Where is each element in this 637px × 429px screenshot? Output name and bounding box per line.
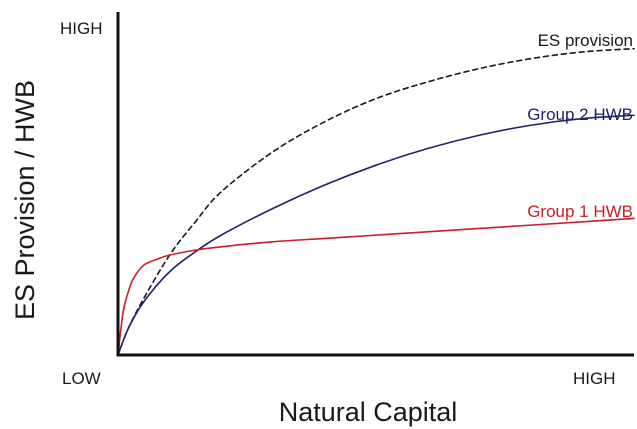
y-axis-title: ES Provision / HWB	[10, 80, 40, 320]
x-tick-high: HIGH	[573, 369, 616, 388]
x-tick-low: LOW	[62, 369, 101, 388]
y-tick-high: HIGH	[60, 19, 103, 38]
series-label-es-provision: ES provision	[538, 31, 633, 50]
series-line-group-1-hwb	[117, 217, 635, 356]
series-line-group-2-hwb	[117, 114, 635, 356]
series-line-es-provision	[117, 47, 635, 356]
series-label-group-2-hwb: Group 2 HWB	[527, 105, 633, 124]
series-layer	[117, 47, 635, 356]
x-axis-title: Natural Capital	[279, 397, 458, 427]
series-label-group-1-hwb: Group 1 HWB	[527, 202, 633, 221]
